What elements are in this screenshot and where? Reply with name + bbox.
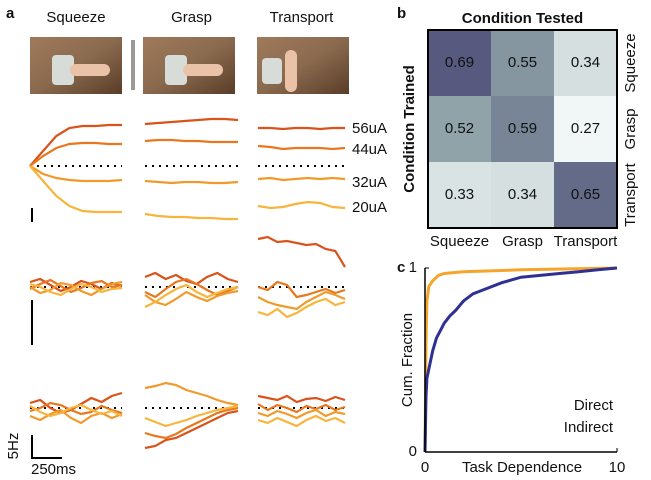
trace xyxy=(29,280,123,297)
jar xyxy=(52,55,74,85)
trace xyxy=(258,126,345,131)
trace xyxy=(29,165,122,214)
trace xyxy=(257,394,346,404)
trace xyxy=(257,144,346,151)
trace xyxy=(257,403,346,414)
trace xyxy=(144,117,239,126)
cdf-line xyxy=(423,266,618,453)
column-title: Grasp xyxy=(171,9,212,26)
trace xyxy=(144,404,239,428)
trace xyxy=(29,403,123,418)
trace xyxy=(144,406,239,440)
x-axis-title: Task Dependence xyxy=(462,459,582,476)
trace xyxy=(144,283,239,308)
trace xyxy=(257,297,346,319)
scale-label: 5Hz xyxy=(5,433,22,460)
jar xyxy=(262,58,282,84)
hand xyxy=(183,64,223,76)
trace xyxy=(144,409,239,450)
heat-cell xyxy=(428,30,491,96)
trace xyxy=(257,235,346,268)
y-tick-label: Grasp xyxy=(622,109,639,150)
chart-title: Condition Tested xyxy=(462,10,583,27)
trace xyxy=(144,179,239,185)
trace xyxy=(29,408,123,425)
trace xyxy=(257,280,346,299)
cell-label: 0.55 xyxy=(508,54,537,71)
y-axis-title: Cum. Fraction xyxy=(399,313,416,407)
column-title: Transport xyxy=(270,9,334,26)
cell-label: 0.69 xyxy=(445,54,474,71)
jar xyxy=(165,55,187,85)
trace xyxy=(29,123,122,167)
legend-label: 56uA xyxy=(352,120,387,137)
x-tick-label: Squeeze xyxy=(430,233,489,250)
trace xyxy=(257,408,346,420)
y-tick-label: Squeeze xyxy=(622,33,639,92)
trace xyxy=(29,278,123,294)
legend-label: 44uA xyxy=(352,141,387,158)
legend-label: 20uA xyxy=(352,199,387,216)
trace xyxy=(144,138,238,144)
legend-label: Direct xyxy=(574,397,614,414)
trace xyxy=(257,176,346,182)
y-tick-label: Transport xyxy=(622,162,639,226)
trace xyxy=(144,381,239,407)
cell-label: 0.34 xyxy=(571,54,600,71)
heat-cell xyxy=(491,30,554,96)
trace xyxy=(29,165,123,183)
trace xyxy=(29,282,123,297)
divider xyxy=(131,40,135,90)
cell-label: 0.33 xyxy=(445,186,474,203)
heat-cell xyxy=(428,162,491,228)
heat-cell xyxy=(554,162,617,228)
cell-label: 0.52 xyxy=(445,120,474,137)
hand xyxy=(285,50,297,92)
cdf-line xyxy=(423,266,618,453)
panel-label: a xyxy=(6,5,15,22)
scale-bars xyxy=(31,208,62,459)
trace xyxy=(257,290,346,311)
trace xyxy=(257,414,346,428)
x-tick-label: Grasp xyxy=(502,233,543,250)
x-tick-label: 10 xyxy=(609,459,626,476)
hand xyxy=(70,64,110,76)
panel-label: b xyxy=(397,5,406,22)
heat-cell xyxy=(554,30,617,96)
legend-label: 32uA xyxy=(352,174,387,191)
y-axis-title: Condition Trained xyxy=(401,65,418,193)
x-tick-label: Transport xyxy=(554,233,618,250)
trace xyxy=(144,277,239,299)
heatmap-frame xyxy=(427,29,618,229)
x-tick-label: 0 xyxy=(421,459,429,476)
heat-cell xyxy=(491,162,554,228)
cell-label: 0.34 xyxy=(508,186,537,203)
y-tick-label: 1 xyxy=(409,259,417,276)
legend-label: Indirect xyxy=(564,419,614,436)
scale-label: 250ms xyxy=(31,461,76,478)
heat-cell xyxy=(428,96,491,162)
trace xyxy=(144,212,238,221)
trace xyxy=(257,200,346,210)
cell-label: 0.59 xyxy=(508,120,537,137)
y-tick-label: 0 xyxy=(409,443,417,460)
trace xyxy=(29,391,123,415)
trace xyxy=(29,141,122,167)
trace xyxy=(144,289,239,307)
photos xyxy=(30,37,349,94)
cell-label: 0.65 xyxy=(571,186,600,203)
heat-cell xyxy=(554,96,617,162)
trace xyxy=(29,401,123,416)
panel-label: c xyxy=(397,259,405,276)
heat-cell xyxy=(491,96,554,162)
cell-label: 0.27 xyxy=(571,120,600,137)
column-title: Squeeze xyxy=(46,9,105,26)
